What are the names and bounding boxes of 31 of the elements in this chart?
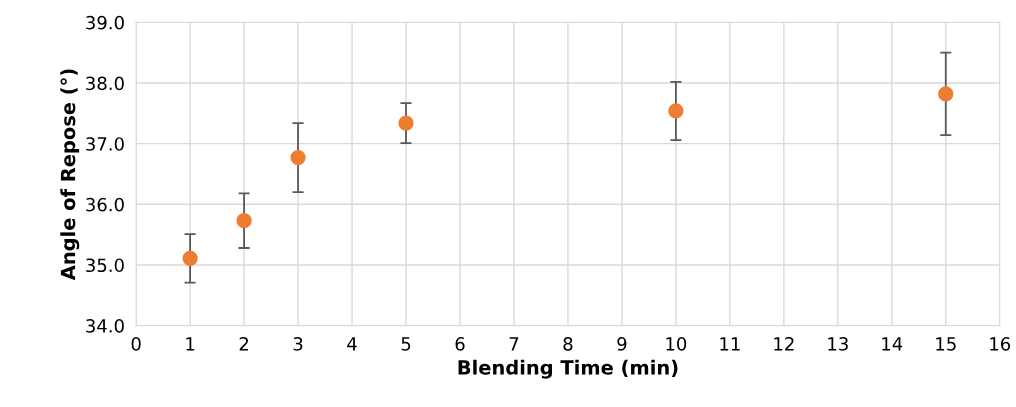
x-tick-label: 8 — [563, 337, 573, 351]
y-tick-label: 37.0 — [86, 137, 124, 151]
y-tick-label: 35.0 — [86, 258, 124, 273]
point — [236, 213, 252, 229]
point — [668, 103, 684, 119]
point — [398, 115, 414, 131]
x-tick-label: 12 — [774, 337, 794, 351]
x-tick-label: 5 — [401, 337, 411, 351]
x-tick-label: 10 — [666, 337, 687, 351]
y-axis-title: Angle of Repose (°) — [60, 69, 80, 281]
x-tick-label: 13 — [828, 337, 848, 351]
x-tick-label: 7 — [509, 337, 519, 351]
y-tick-label: 34.0 — [86, 319, 124, 333]
x-tick-label: 2 — [239, 337, 249, 351]
y-tick-label: 39.0 — [86, 15, 124, 30]
x-tick-label: 15 — [936, 337, 956, 351]
point — [290, 149, 306, 166]
x-tick-label: 9 — [617, 337, 627, 351]
x-tick-label: 1 — [186, 337, 195, 351]
x-tick-label: 11 — [720, 337, 740, 351]
x-tick-label: 14 — [882, 337, 903, 351]
x-tick-label: 6 — [455, 337, 465, 351]
point — [182, 250, 198, 266]
y-tick-label: 38.0 — [86, 76, 124, 91]
x-tick-label: 16 — [990, 337, 1011, 351]
x-tick-label: 4 — [347, 337, 357, 351]
x-tick-label: 0 — [131, 337, 141, 351]
y-tick-label: 36.0 — [86, 197, 124, 212]
x-axis-title: Blending Time (min) — [458, 359, 678, 379]
x-tick-label: 3 — [293, 337, 303, 351]
point — [938, 86, 954, 102]
